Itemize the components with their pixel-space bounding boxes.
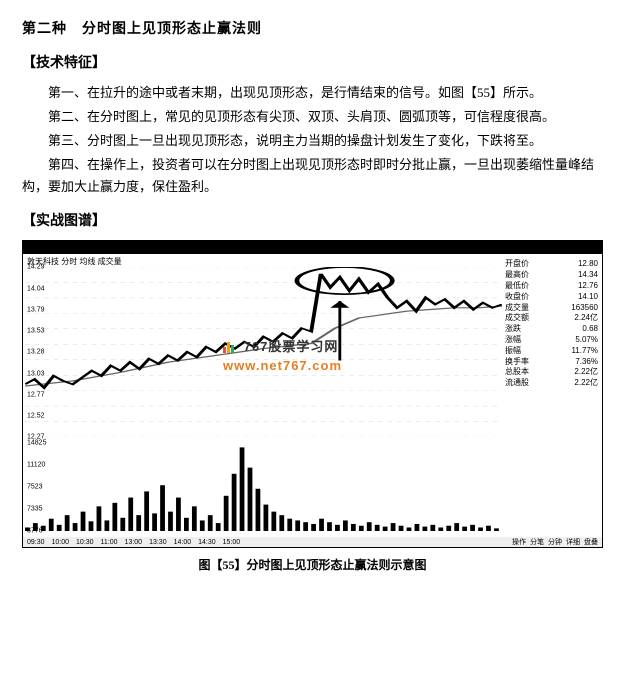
stock-chart: 敦天科技 分时 均线 成交量 14.2914.0413.7913.5313.28… bbox=[22, 240, 603, 548]
paragraph-4: 第四、在操作上，投资者可以在分时图上出现见顶形态时即时分批止赢，一旦出现萎缩性量… bbox=[22, 154, 603, 198]
section-title: 第二种 分时图上见顶形态止赢法则 bbox=[22, 18, 603, 38]
tech-features-heading: 【技术特征】 bbox=[22, 52, 603, 72]
logo-url: www.net767.com bbox=[223, 358, 403, 373]
watermark-logo: 767股票学习网 www.net767.com bbox=[223, 336, 403, 372]
chart-stats-panel: 开盘价12.80最高价14.34最低价12.76收盘价14.10成交量16356… bbox=[505, 259, 600, 389]
paragraph-1: 第一、在拉升的途中或者末期，出现见顶形态，是行情结束的信号。如图【55】所示。 bbox=[22, 82, 603, 104]
logo-bars-icon bbox=[223, 341, 235, 356]
paragraph-2: 第二、在分时图上，常见的见顶形态有尖顶、双顶、头肩顶、圆弧顶等，可信程度很高。 bbox=[22, 106, 603, 128]
chart-footer-bar: 09:30 10:00 10:30 11:00 13:00 13:30 14:0… bbox=[23, 537, 602, 547]
figure-caption: 图【55】分时图上见顶形态止赢法则示意图 bbox=[22, 556, 603, 573]
logo-text: 767股票学习网 bbox=[244, 339, 339, 354]
paragraph-3: 第三、分时图上一旦出现见顶形态，说明主力当期的操盘计划发生了变化，下跌将至。 bbox=[22, 130, 603, 152]
practice-chart-heading: 【实战图谱】 bbox=[22, 210, 603, 230]
chart-titlebar bbox=[23, 241, 602, 254]
